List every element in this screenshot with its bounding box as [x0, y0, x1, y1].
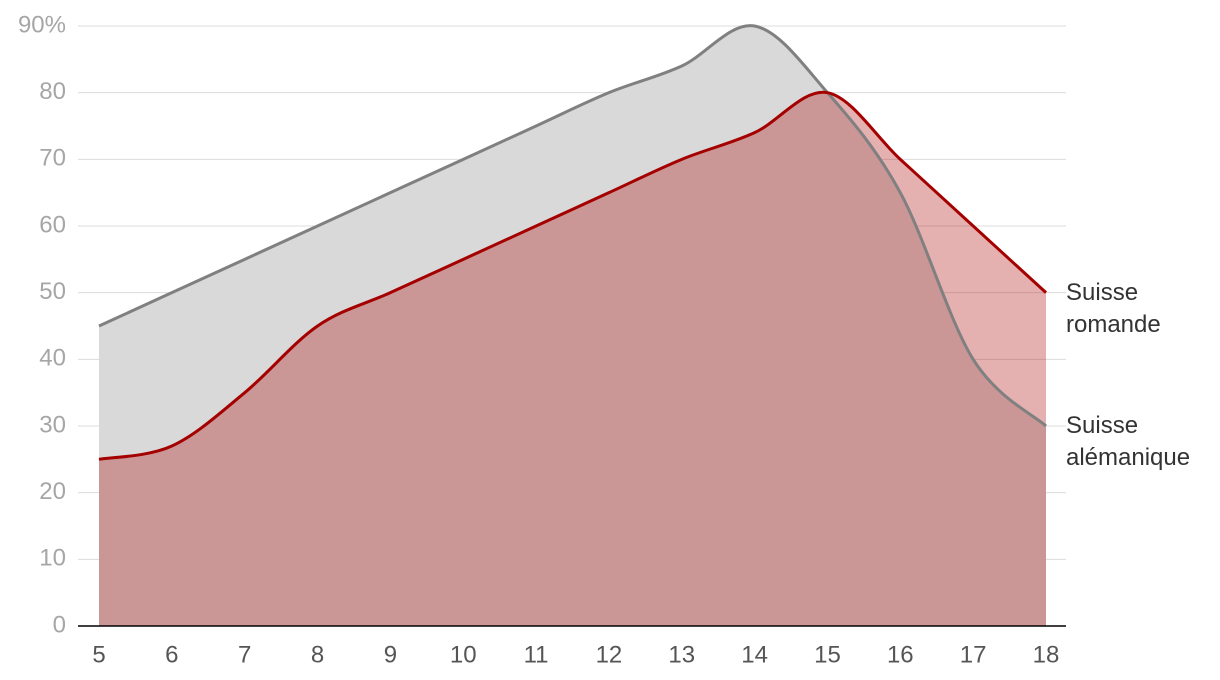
x-tick-label: 18 — [1033, 641, 1060, 668]
line — [98, 24, 1048, 428]
x-tick-label: 12 — [596, 641, 623, 668]
x-tick-label: 6 — [165, 641, 178, 668]
y-tick-label: 10 — [39, 545, 66, 572]
x-tick-label: 7 — [238, 641, 251, 668]
x-tick-label: 15 — [814, 641, 841, 668]
y-tick-label: 80 — [39, 78, 66, 105]
x-tick-label: 14 — [741, 641, 768, 668]
y-tick-label: 70 — [39, 145, 66, 172]
x-tick-label: 11 — [524, 641, 549, 668]
series-label: Suisse romande — [1066, 278, 1161, 338]
y-tick-label: 0 — [53, 611, 66, 638]
y-tick-label: 30 — [39, 411, 66, 438]
x-tick-label: 9 — [384, 641, 397, 668]
line — [98, 90, 1048, 461]
x-tick-label: 8 — [311, 641, 324, 668]
y-tick-label: 60 — [39, 211, 66, 238]
y-tick-label: 20 — [39, 478, 66, 505]
series-label: Suisse alémanique — [1066, 412, 1191, 471]
y-tick-label: 90% — [18, 11, 66, 38]
y-tick-label: 50 — [39, 278, 66, 305]
x-tick-label: 10 — [450, 641, 477, 668]
x-tick-label: 13 — [668, 641, 695, 668]
area — [99, 25, 1046, 626]
x-tick-label: 17 — [960, 641, 987, 668]
x-tick-label: 5 — [92, 641, 105, 668]
area — [99, 92, 1046, 627]
y-tick-label: 40 — [39, 345, 66, 372]
x-tick-label: 16 — [887, 641, 914, 668]
